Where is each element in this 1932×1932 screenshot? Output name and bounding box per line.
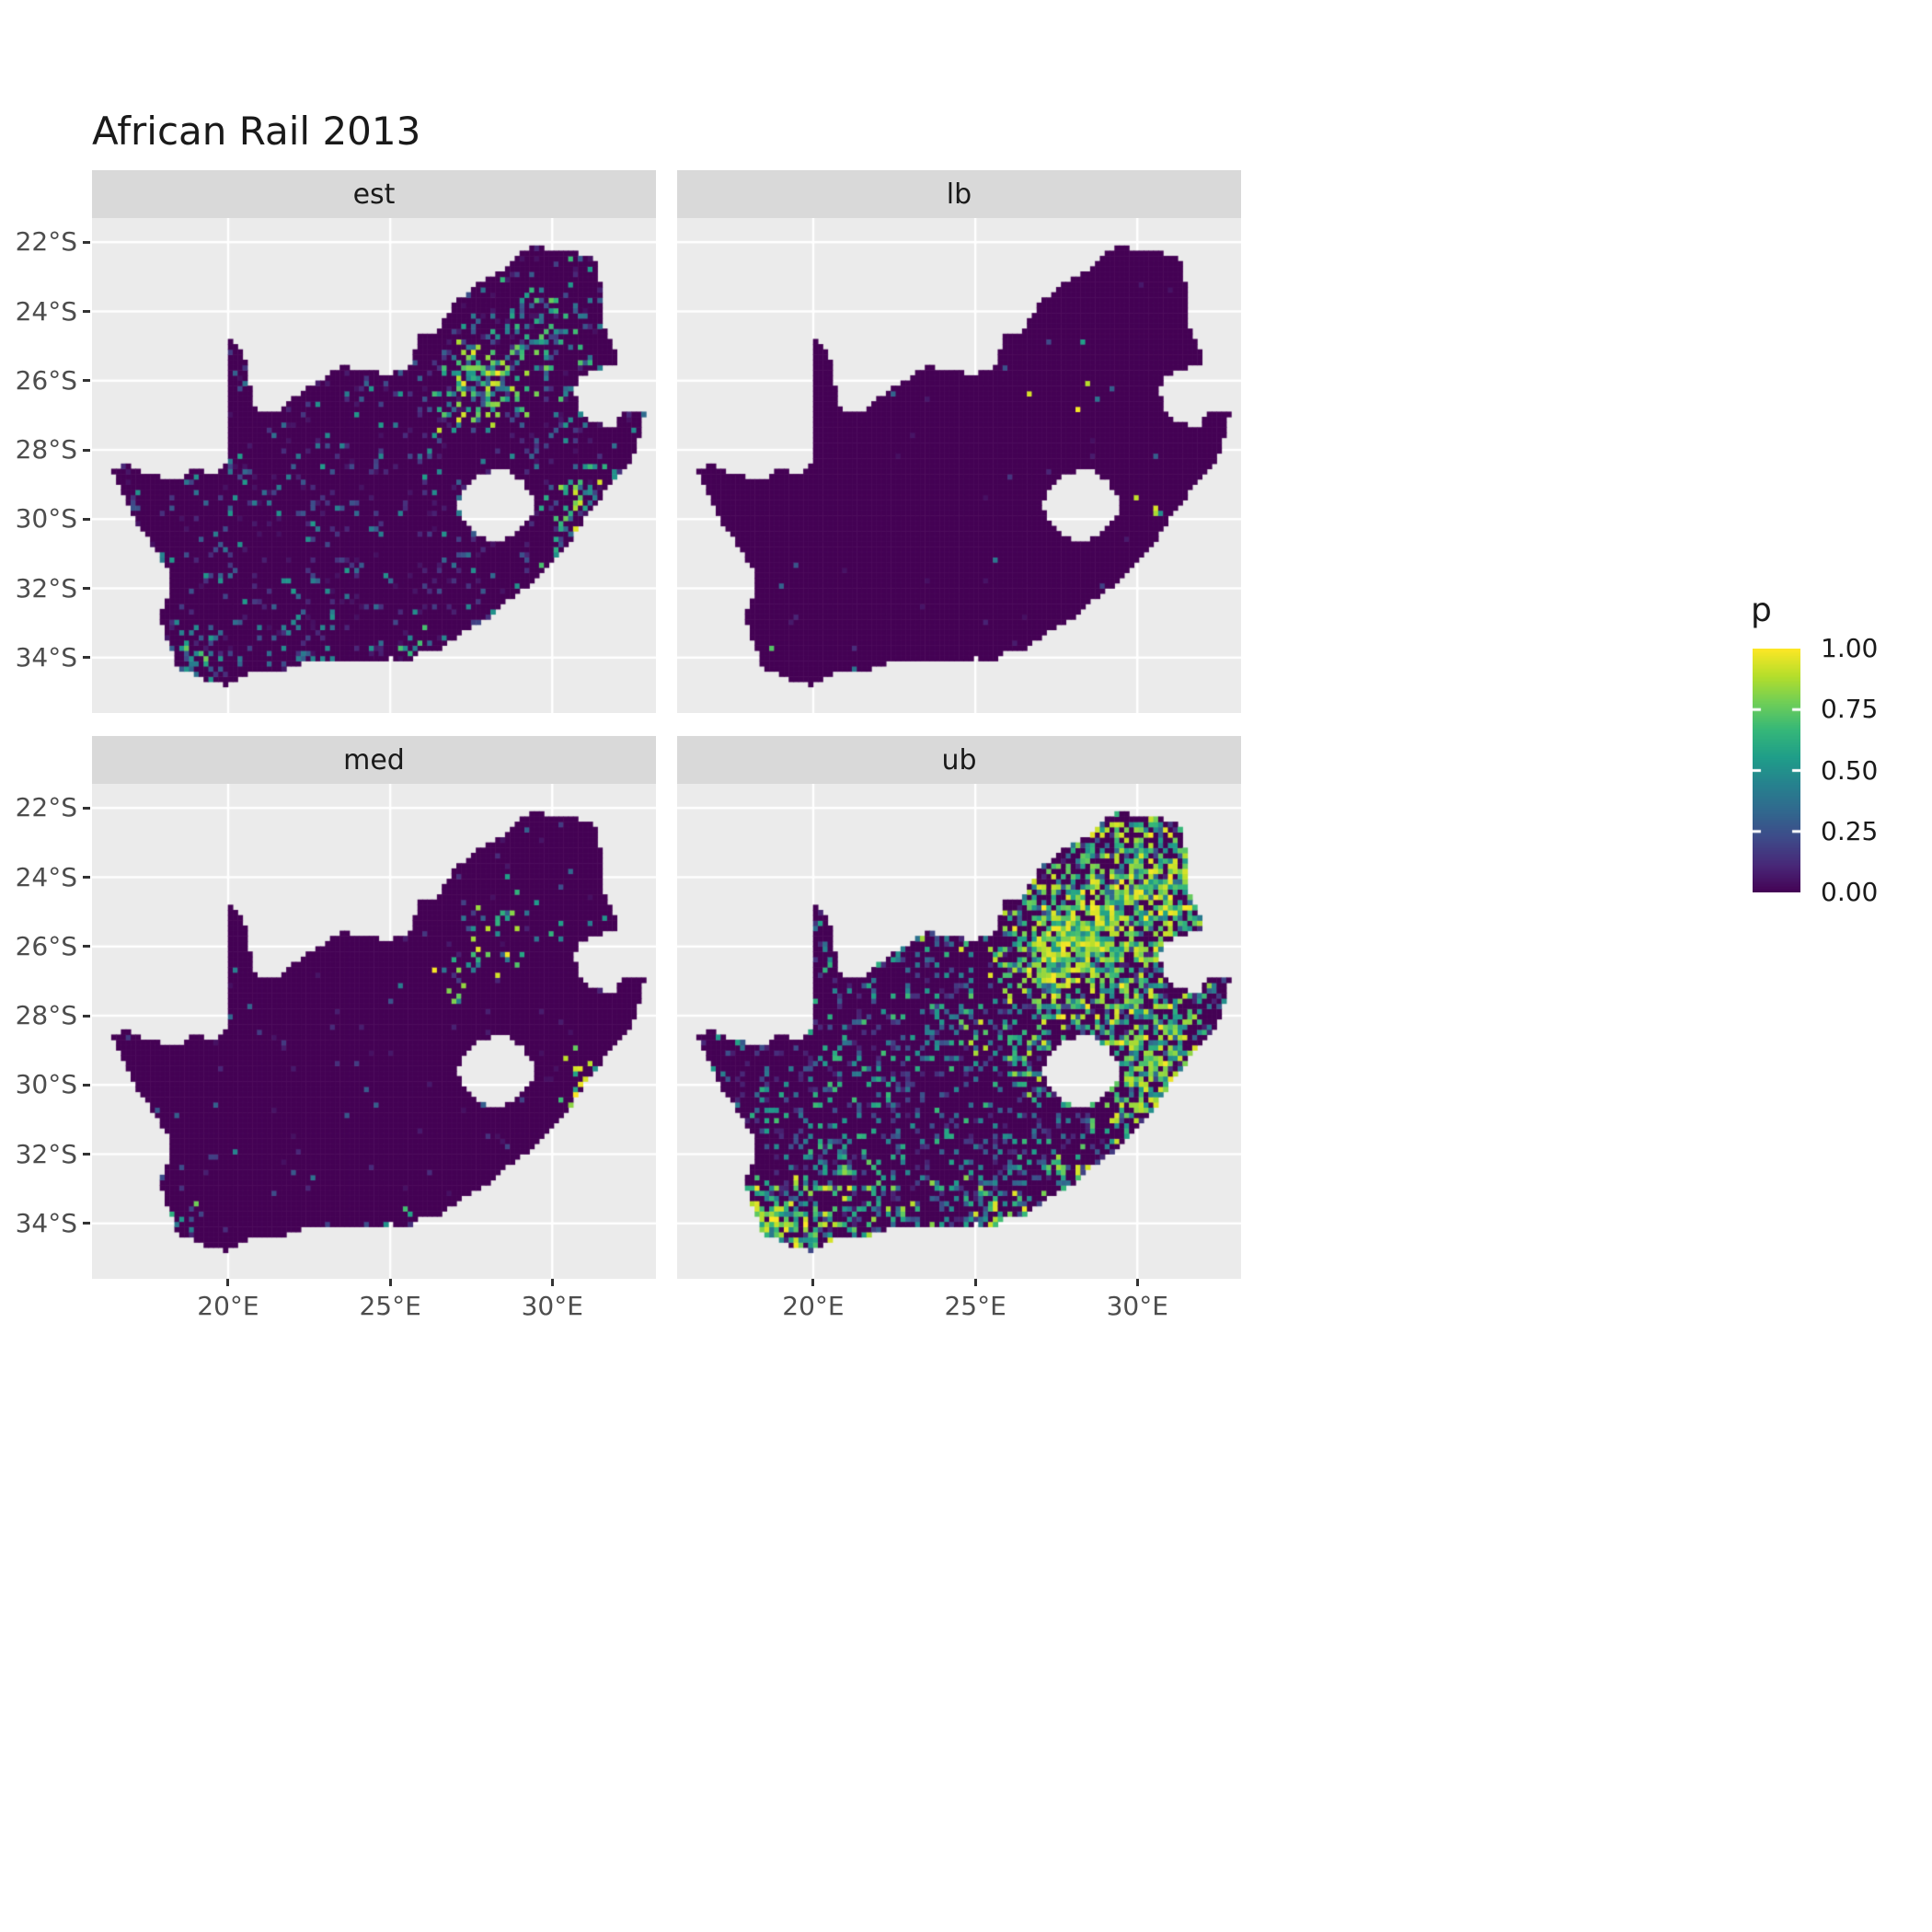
y-tick-mark [83, 310, 90, 314]
legend-tick-label: 0.75 [1821, 694, 1879, 725]
x-tick-label: 20°E [782, 1291, 845, 1321]
map-panel-est [92, 218, 656, 713]
y-tick-mark [83, 587, 90, 591]
x-tick-label: 30°E [1106, 1291, 1168, 1321]
x-tick-label: 20°E [197, 1291, 259, 1321]
y-tick-label: 30°S [15, 503, 77, 535]
y-tick-label: 22°S [15, 226, 77, 258]
y-tick-mark [83, 876, 90, 880]
x-tick-mark [226, 1279, 230, 1286]
y-tick-mark [83, 1014, 90, 1018]
legend-tick-label: 1.00 [1821, 633, 1879, 663]
y-tick-label: 26°S [15, 364, 77, 396]
facet-med: med [92, 736, 656, 1279]
facet-lb: lb [677, 170, 1241, 713]
y-tick-label: 22°S [15, 792, 77, 823]
facet-strip-med: med [92, 736, 656, 784]
y-tick-mark [83, 448, 90, 452]
y-tick-label: 24°S [15, 295, 77, 327]
y-tick-mark [83, 945, 90, 949]
y-tick-mark [83, 1153, 90, 1156]
facet-est: est [92, 170, 656, 713]
chart-title: African Rail 2013 [92, 109, 421, 154]
y-tick-label: 34°S [15, 641, 77, 673]
x-tick-mark [550, 1279, 554, 1286]
y-tick-mark [83, 806, 90, 810]
facet-strip-lb: lb [677, 170, 1241, 218]
y-tick-label: 28°S [15, 434, 77, 466]
x-tick-label: 30°E [521, 1291, 583, 1321]
x-tick-mark [388, 1279, 392, 1286]
facet-ub: ub [677, 736, 1241, 1279]
y-tick-mark [83, 240, 90, 244]
map-panel-med [92, 784, 656, 1279]
x-tick-label: 25°E [944, 1291, 1006, 1321]
y-tick-label: 24°S [15, 861, 77, 892]
legend-title: p [1751, 592, 1772, 629]
y-tick-label: 34°S [15, 1207, 77, 1238]
x-tick-label: 25°E [359, 1291, 421, 1321]
x-tick-mark [1135, 1279, 1139, 1286]
y-tick-label: 30°S [15, 1069, 77, 1100]
facet-strip-est: est [92, 170, 656, 218]
y-tick-mark [83, 379, 90, 383]
x-tick-mark [811, 1279, 815, 1286]
y-tick-label: 32°S [15, 1138, 77, 1169]
y-tick-mark [83, 656, 90, 660]
legend-tick-label: 0.25 [1821, 815, 1879, 846]
legend-colorbar [1753, 649, 1800, 892]
y-tick-label: 26°S [15, 930, 77, 961]
map-panel-ub [677, 784, 1241, 1279]
map-panel-lb [677, 218, 1241, 713]
y-tick-label: 28°S [15, 1000, 77, 1031]
legend-tick-label: 0.50 [1821, 754, 1879, 786]
y-tick-label: 32°S [15, 572, 77, 604]
y-tick-mark [83, 1222, 90, 1225]
facet-strip-ub: ub [677, 736, 1241, 784]
y-tick-mark [83, 1083, 90, 1087]
x-tick-mark [973, 1279, 977, 1286]
legend-tick-label: 0.00 [1821, 877, 1879, 907]
y-tick-mark [83, 517, 90, 521]
